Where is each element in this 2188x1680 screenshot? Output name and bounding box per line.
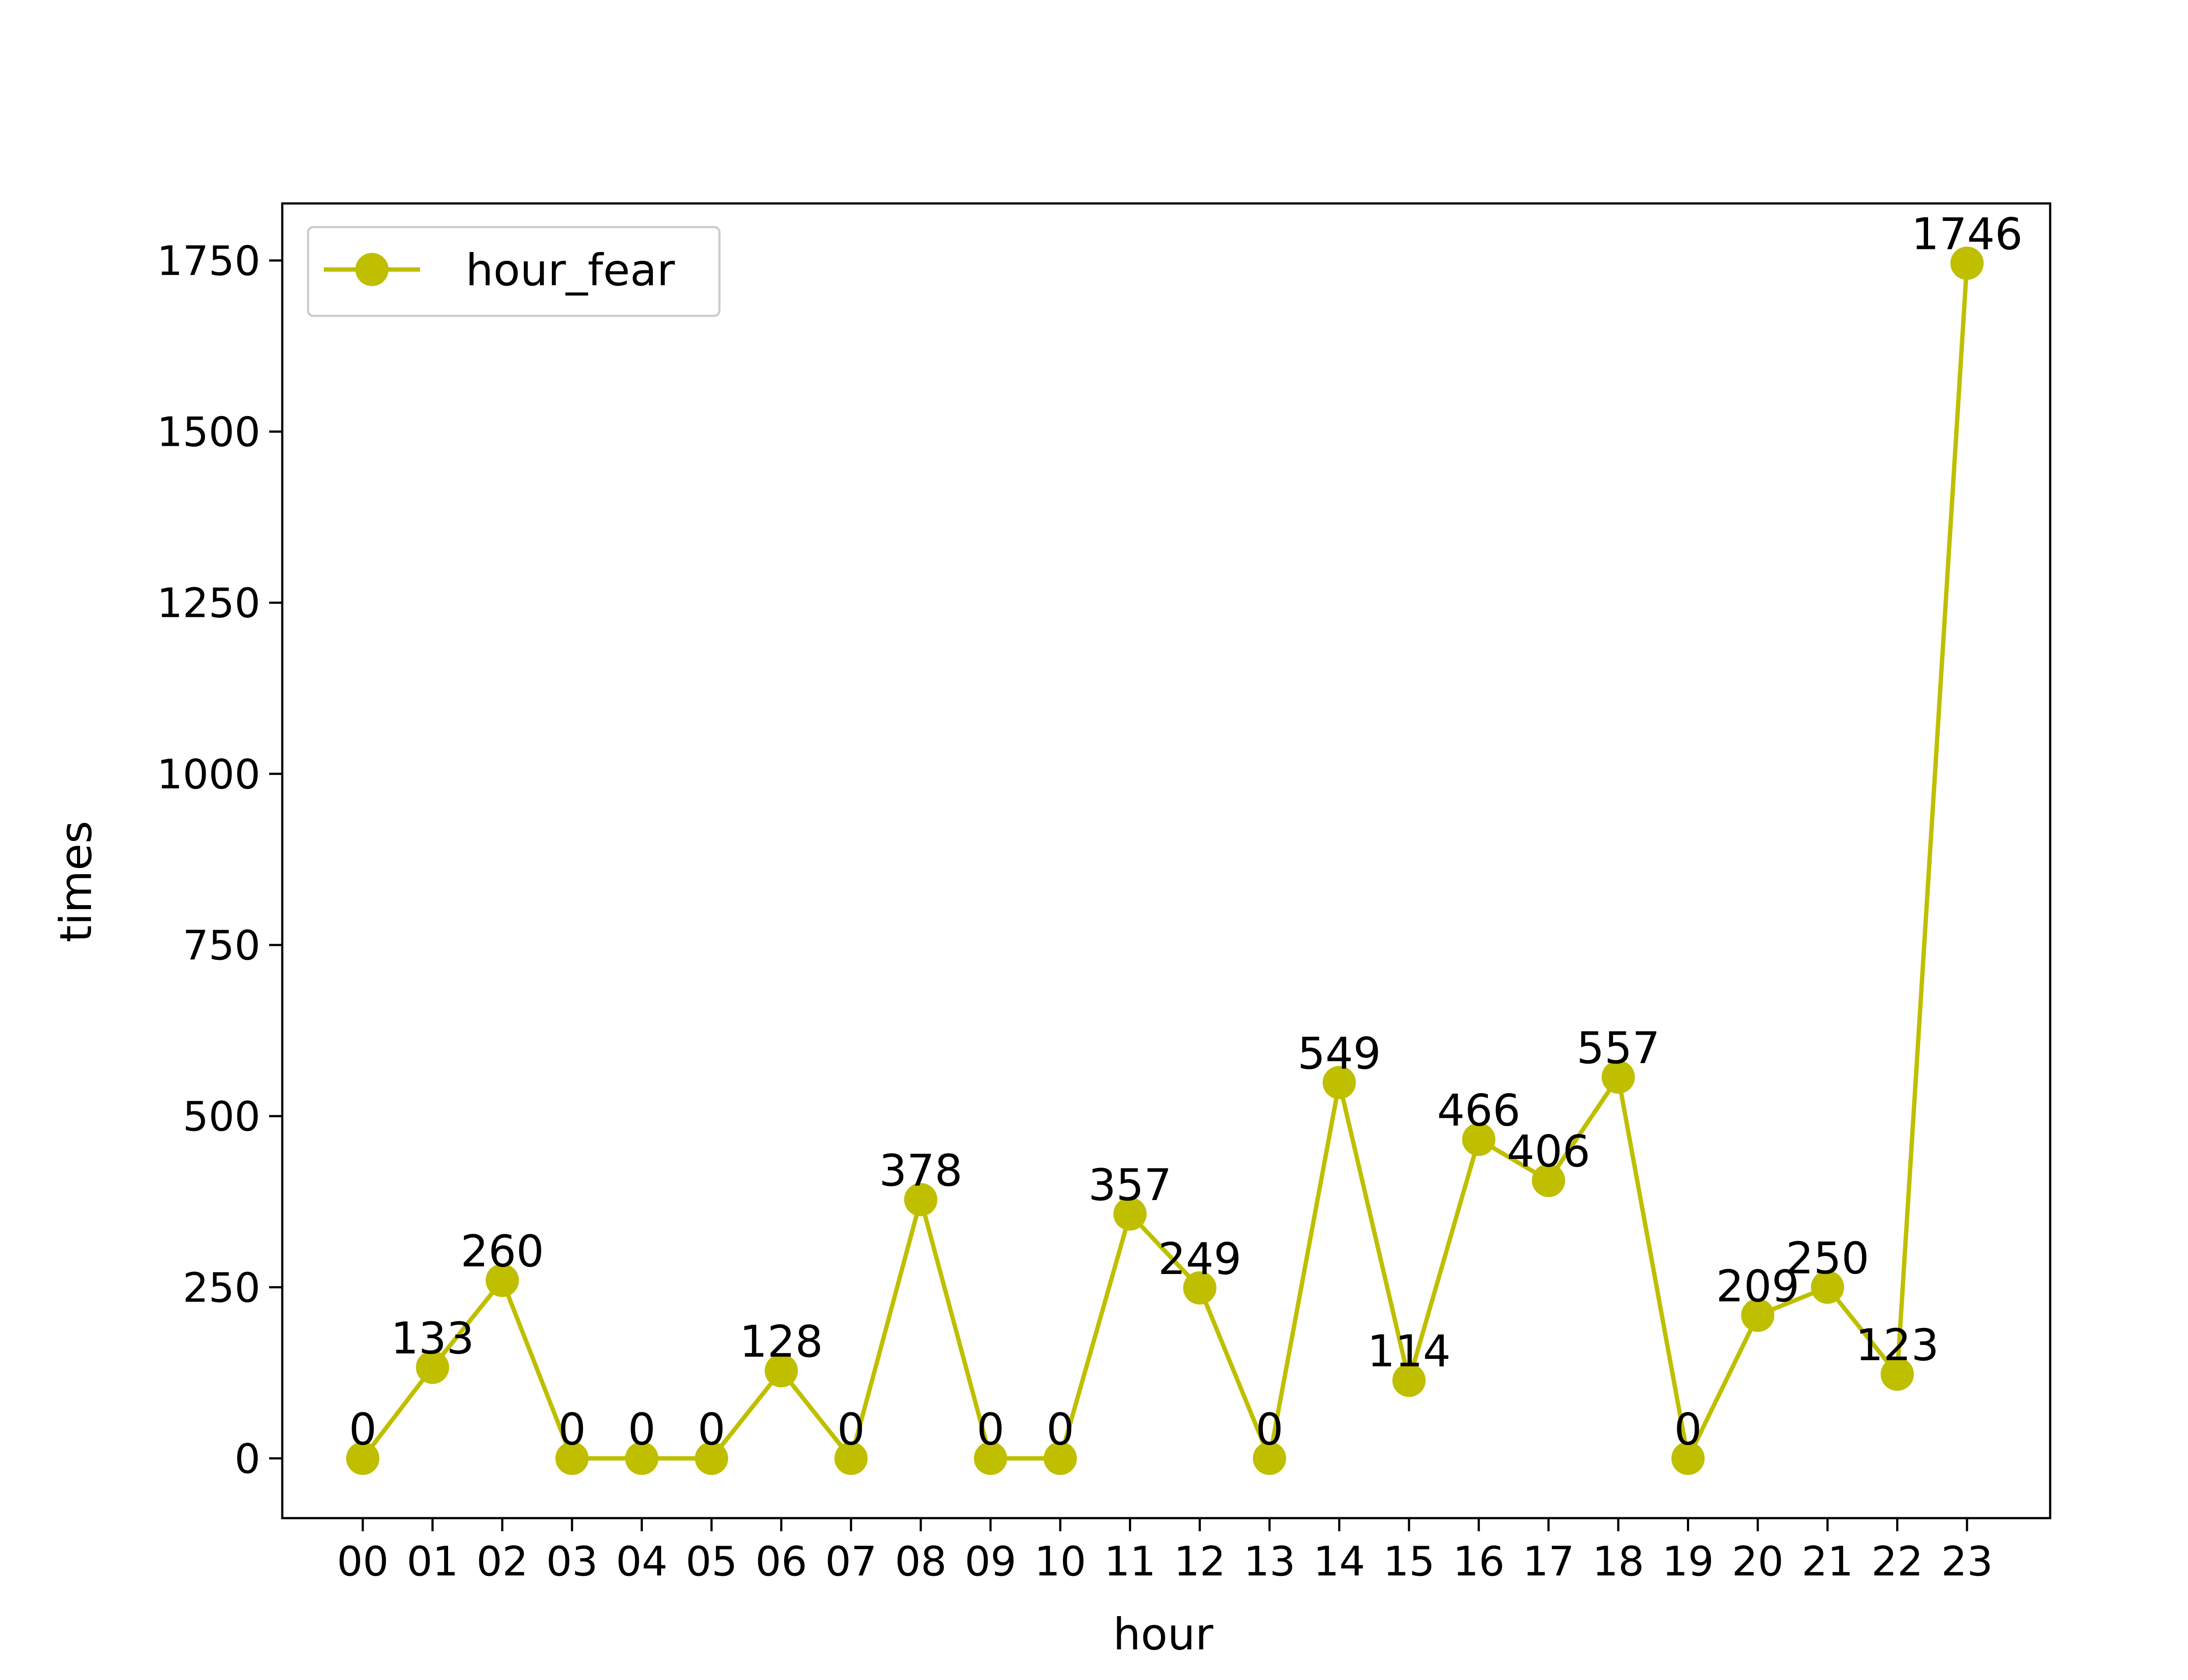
data-label: 0 bbox=[977, 1404, 1005, 1455]
y-tick-label: 500 bbox=[182, 1093, 260, 1140]
x-tick-label: 21 bbox=[1802, 1538, 1853, 1585]
x-tick-label: 12 bbox=[1174, 1538, 1226, 1585]
data-label: 378 bbox=[879, 1145, 963, 1196]
x-tick-label: 03 bbox=[546, 1538, 598, 1585]
x-tick-label: 13 bbox=[1244, 1538, 1295, 1585]
data-label: 0 bbox=[698, 1404, 726, 1455]
y-tick-label: 1250 bbox=[157, 580, 260, 627]
data-point bbox=[974, 1442, 1007, 1475]
data-label: 557 bbox=[1577, 1022, 1660, 1074]
data-label: 250 bbox=[1786, 1232, 1869, 1284]
y-tick-label: 0 bbox=[235, 1435, 260, 1482]
data-label: 1746 bbox=[1911, 209, 2023, 260]
data-point bbox=[1880, 1357, 1914, 1391]
data-point bbox=[625, 1442, 659, 1475]
data-label: 0 bbox=[1674, 1404, 1702, 1455]
data-label: 0 bbox=[1046, 1404, 1074, 1455]
data-label: 0 bbox=[558, 1404, 586, 1455]
x-tick-label: 08 bbox=[895, 1538, 947, 1585]
y-axis-title: times bbox=[50, 821, 102, 942]
x-tick-label: 04 bbox=[616, 1538, 667, 1585]
data-point bbox=[1741, 1298, 1774, 1332]
legend-marker-sample bbox=[355, 253, 389, 286]
x-tick-label: 10 bbox=[1034, 1538, 1086, 1585]
data-point bbox=[694, 1442, 728, 1475]
y-tick-label: 1000 bbox=[157, 751, 260, 798]
data-point bbox=[1322, 1066, 1356, 1099]
x-tick-label: 23 bbox=[1941, 1538, 1993, 1585]
x-tick-label: 02 bbox=[477, 1538, 528, 1585]
data-point bbox=[555, 1442, 589, 1475]
data-label: 549 bbox=[1297, 1028, 1381, 1079]
data-point bbox=[346, 1442, 379, 1475]
data-label: 0 bbox=[349, 1404, 377, 1455]
x-tick-label: 16 bbox=[1453, 1538, 1504, 1585]
data-label: 249 bbox=[1158, 1233, 1241, 1284]
x-tick-label: 14 bbox=[1313, 1538, 1365, 1585]
x-tick-label: 07 bbox=[825, 1538, 877, 1585]
data-point bbox=[1602, 1060, 1635, 1094]
plot-frame bbox=[281, 202, 2051, 1519]
x-tick-label: 18 bbox=[1592, 1538, 1644, 1585]
data-label: 209 bbox=[1716, 1260, 1799, 1312]
data-label: 133 bbox=[391, 1312, 474, 1364]
data-label: 123 bbox=[1855, 1320, 1939, 1371]
data-label: 466 bbox=[1437, 1085, 1521, 1136]
y-tick-label: 750 bbox=[182, 922, 260, 969]
data-label: 0 bbox=[628, 1404, 656, 1455]
data-point bbox=[1462, 1123, 1496, 1156]
y-tick-label: 1500 bbox=[157, 408, 260, 455]
data-point bbox=[904, 1183, 938, 1216]
x-tick-label: 15 bbox=[1383, 1538, 1435, 1585]
x-tick-label: 11 bbox=[1104, 1538, 1156, 1585]
data-label: 0 bbox=[837, 1404, 865, 1455]
data-label: 0 bbox=[1255, 1404, 1283, 1455]
data-point bbox=[1183, 1271, 1217, 1305]
data-point bbox=[1811, 1270, 1844, 1304]
data-point bbox=[485, 1264, 519, 1297]
legend-box bbox=[307, 226, 721, 317]
data-point bbox=[1253, 1442, 1287, 1475]
data-label: 260 bbox=[460, 1226, 544, 1277]
x-tick-label: 05 bbox=[686, 1538, 737, 1585]
data-point bbox=[1532, 1164, 1565, 1197]
data-point bbox=[1671, 1442, 1705, 1475]
data-label: 128 bbox=[740, 1316, 823, 1367]
x-tick-label: 06 bbox=[755, 1538, 807, 1585]
x-tick-label: 22 bbox=[1871, 1538, 1923, 1585]
data-point bbox=[1113, 1197, 1147, 1231]
data-point bbox=[764, 1354, 798, 1388]
x-tick-label: 17 bbox=[1522, 1538, 1574, 1585]
data-point bbox=[834, 1442, 868, 1475]
legend-label: hour_fear bbox=[466, 245, 675, 296]
x-tick-label: 01 bbox=[407, 1538, 458, 1585]
data-label: 357 bbox=[1088, 1159, 1172, 1211]
y-tick-label: 1750 bbox=[157, 237, 260, 284]
x-tick-label: 09 bbox=[964, 1538, 1016, 1585]
data-label: 406 bbox=[1507, 1126, 1590, 1177]
x-axis-title: hour bbox=[1113, 1609, 1213, 1660]
data-point bbox=[416, 1351, 449, 1384]
data-point bbox=[1043, 1442, 1077, 1475]
y-tick-label: 250 bbox=[182, 1264, 260, 1311]
data-point bbox=[1950, 246, 1984, 280]
x-tick-label: 20 bbox=[1732, 1538, 1784, 1585]
legend: hour_fear bbox=[307, 226, 721, 317]
x-tick-label: 19 bbox=[1662, 1538, 1714, 1585]
x-tick-label: 00 bbox=[337, 1538, 389, 1585]
data-point bbox=[1392, 1364, 1426, 1397]
data-label: 114 bbox=[1367, 1326, 1451, 1377]
